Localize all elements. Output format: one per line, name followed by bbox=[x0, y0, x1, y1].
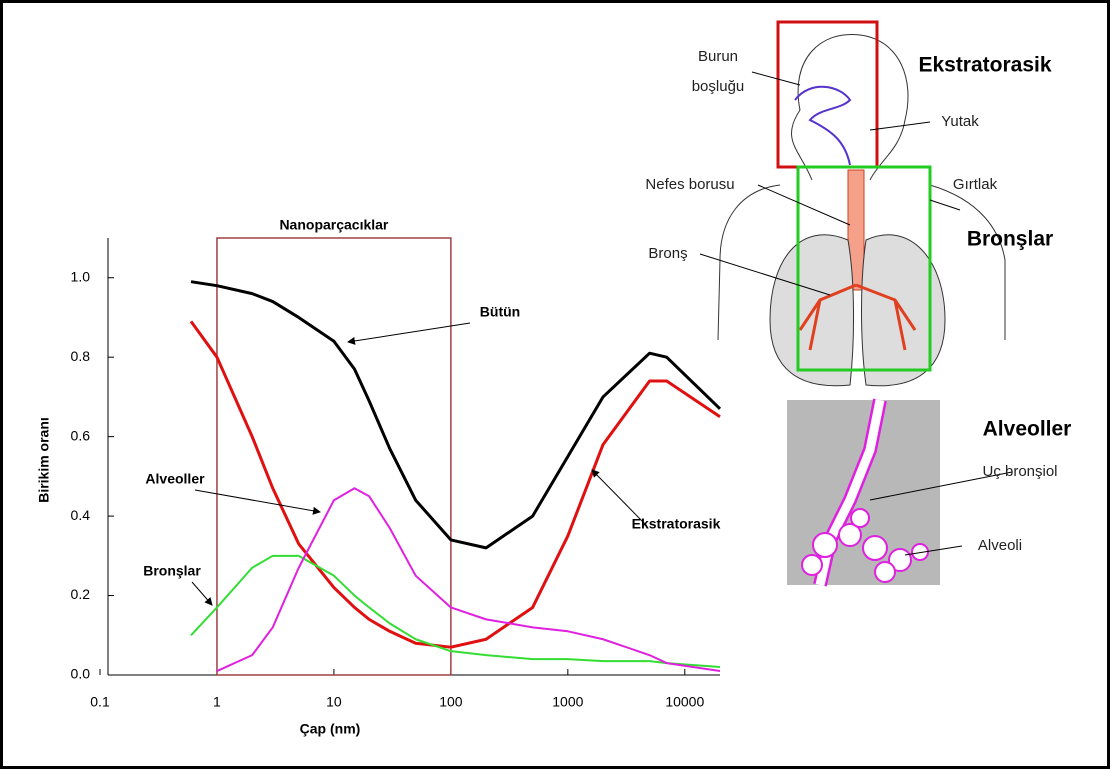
label: Burun bbox=[698, 48, 738, 65]
label: Yutak bbox=[941, 113, 979, 130]
x-tick-label: 1000 bbox=[552, 694, 583, 710]
label: Bronş bbox=[648, 245, 687, 262]
x-tick-label: 1 bbox=[213, 694, 221, 710]
label: boşluğu bbox=[692, 78, 745, 95]
x-axis-label: Çap (nm) bbox=[300, 721, 361, 737]
x-tick-label: 100 bbox=[439, 694, 463, 710]
series-label: Bronşlar bbox=[143, 563, 201, 579]
label: Uç bronşiol bbox=[982, 463, 1057, 480]
region-title: Alveoller bbox=[983, 418, 1072, 441]
label: Gırtlak bbox=[953, 176, 998, 193]
y-tick-label: 0.4 bbox=[71, 507, 91, 523]
range-label: Nanoparçacıklar bbox=[279, 217, 388, 233]
label: Alveoli bbox=[978, 537, 1022, 554]
series-label: Bütün bbox=[480, 304, 520, 320]
y-tick-label: 0.6 bbox=[71, 427, 91, 443]
y-tick-label: 0.2 bbox=[71, 586, 91, 602]
figure: Burun boşluğu Yutak Nefes borusu Gırtlak… bbox=[0, 0, 1110, 769]
y-tick-label: 0.8 bbox=[71, 348, 91, 364]
region-title: Bronşlar bbox=[967, 228, 1053, 251]
region-title: Ekstratorasik bbox=[918, 54, 1051, 77]
y-tick-label: 0.0 bbox=[71, 666, 91, 682]
x-tick-label: 10 bbox=[326, 694, 342, 710]
series-label: Alveoller bbox=[145, 471, 205, 487]
y-tick-label: 1.0 bbox=[71, 268, 91, 284]
x-tick-label: 10000 bbox=[665, 694, 704, 710]
y-axis-label: Birikim oranı bbox=[36, 417, 52, 503]
label: Nefes borusu bbox=[645, 176, 734, 193]
x-tick-label: 0.1 bbox=[90, 694, 110, 710]
